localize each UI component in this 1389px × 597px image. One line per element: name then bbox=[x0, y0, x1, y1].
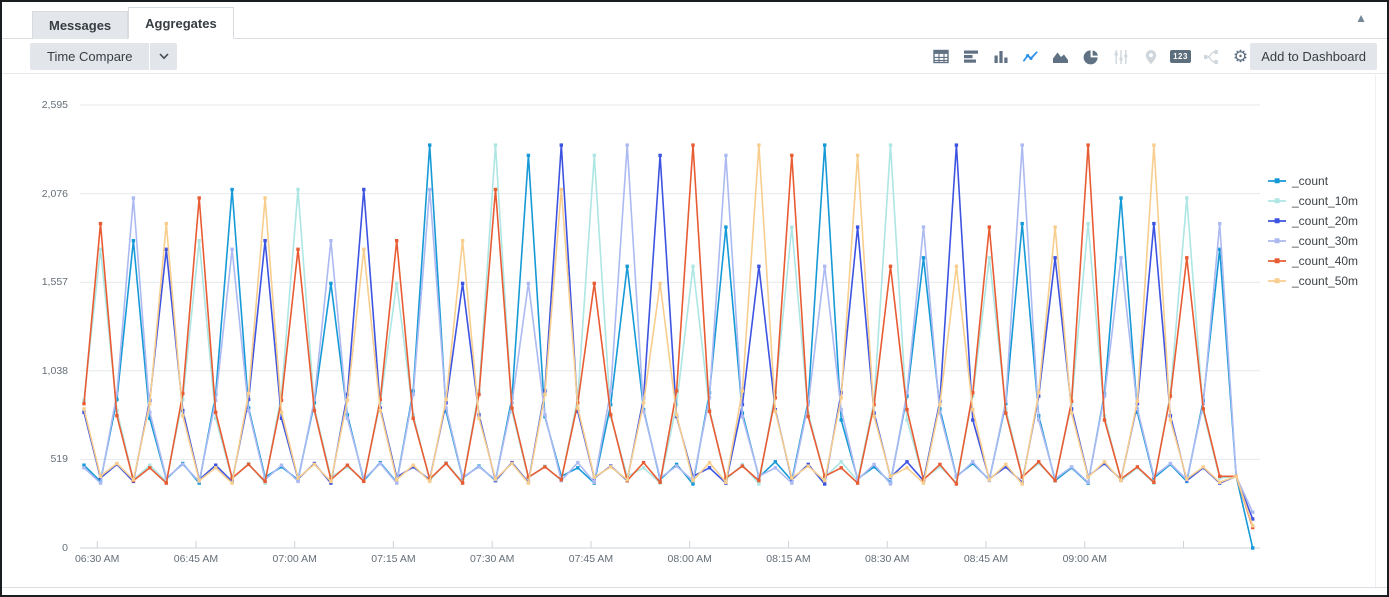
tab-strip: Messages Aggregates ▲ bbox=[2, 2, 1387, 39]
x-axis-label: 07:30 AM bbox=[470, 553, 515, 565]
table-icon[interactable] bbox=[932, 48, 949, 65]
pie-chart-icon[interactable] bbox=[1082, 48, 1099, 65]
x-axis-label: 06:45 AM bbox=[173, 553, 219, 565]
legend-label: _count_40m bbox=[1292, 253, 1359, 268]
x-axis-label: 06:30 AM bbox=[74, 553, 120, 565]
legend-marker-icon bbox=[1268, 177, 1286, 183]
collapse-panel-icon[interactable]: ▲ bbox=[1355, 11, 1367, 25]
x-axis-label: 08:00 AM bbox=[667, 553, 712, 565]
x-axis-label: 08:15 AM bbox=[766, 553, 811, 565]
x-axis-label: 08:45 AM bbox=[963, 553, 1009, 565]
tab-messages[interactable]: Messages bbox=[32, 11, 129, 39]
panel-bottom-divider bbox=[2, 587, 1387, 588]
y-axis-label: 519 bbox=[50, 453, 68, 466]
legend-item-count-10m[interactable]: _count_10m bbox=[1268, 193, 1359, 208]
legend-item-count[interactable]: _count bbox=[1268, 173, 1358, 188]
button-divider bbox=[149, 43, 151, 70]
map-icon bbox=[1142, 48, 1159, 65]
box-plot-icon bbox=[1112, 48, 1129, 65]
legend-marker-icon bbox=[1268, 277, 1286, 283]
legend-label: _count_30m bbox=[1292, 233, 1359, 248]
tab-aggregates[interactable]: Aggregates bbox=[128, 7, 234, 39]
single-value-label: 123 bbox=[1170, 50, 1191, 63]
area-chart-icon[interactable] bbox=[1052, 48, 1069, 65]
x-axis-label: 09:00 AM bbox=[1062, 553, 1107, 565]
chevron-down-icon[interactable] bbox=[150, 43, 178, 70]
y-axis-label: 1,038 bbox=[41, 364, 68, 377]
add-to-dashboard-label: Add to Dashboard bbox=[1261, 49, 1366, 64]
column-chart-icon[interactable] bbox=[992, 48, 1009, 65]
time-compare-button[interactable]: Time Compare bbox=[30, 43, 178, 70]
add-to-dashboard-button[interactable]: Add to Dashboard bbox=[1250, 43, 1377, 70]
y-axis-label: 0 bbox=[62, 542, 68, 554]
legend-item-count-50m[interactable]: _count_50m bbox=[1268, 273, 1359, 288]
legend-marker-icon bbox=[1268, 217, 1286, 223]
line-chart-icon[interactable] bbox=[1022, 48, 1039, 65]
legend-label: _count_20m bbox=[1292, 213, 1359, 228]
x-axis-label: 07:00 AM bbox=[272, 553, 317, 565]
y-axis-label: 1,557 bbox=[41, 276, 68, 289]
y-axis-label: 2,595 bbox=[41, 99, 68, 111]
chart-legend: _count _count_10m _count_20m _count_30m … bbox=[1268, 174, 1358, 294]
legend-item-count-30m[interactable]: _count_30m bbox=[1268, 233, 1359, 248]
legend-marker-icon bbox=[1268, 237, 1286, 243]
x-axis-label: 08:30 AM bbox=[865, 553, 910, 565]
chart-type-iconbar: 123 ⚙ bbox=[932, 43, 1249, 70]
line-chart-plot bbox=[80, 104, 1260, 550]
legend-marker-icon bbox=[1268, 257, 1286, 263]
chart-toolbar: Time Compare bbox=[2, 40, 1387, 74]
legend-label: _count_10m bbox=[1292, 193, 1359, 208]
tab-messages-label: Messages bbox=[49, 18, 112, 33]
legend-marker-icon bbox=[1268, 197, 1286, 203]
aggregates-chart: _count _count_10m _count_20m _count_30m … bbox=[2, 75, 1387, 587]
settings-gear-icon[interactable]: ⚙ bbox=[1232, 47, 1249, 66]
legend-label: _count bbox=[1292, 173, 1329, 188]
tabs: Messages Aggregates bbox=[32, 7, 234, 39]
bar-chart-horizontal-icon[interactable] bbox=[962, 48, 979, 65]
y-axis-label: 2,076 bbox=[41, 187, 68, 200]
x-axis-label: 07:15 AM bbox=[371, 553, 416, 565]
x-axis-label: 07:45 AM bbox=[568, 553, 614, 565]
legend-item-count-40m[interactable]: _count_40m bbox=[1268, 253, 1359, 268]
legend-label: _count_50m bbox=[1292, 273, 1359, 288]
single-value-icon[interactable]: 123 bbox=[1170, 48, 1191, 65]
legend-item-count-20m[interactable]: _count_20m bbox=[1268, 213, 1359, 228]
panel-right-divider bbox=[1375, 75, 1376, 587]
flow-diagram-icon bbox=[1202, 48, 1219, 65]
time-compare-label[interactable]: Time Compare bbox=[30, 43, 150, 70]
tab-aggregates-label: Aggregates bbox=[145, 15, 217, 31]
